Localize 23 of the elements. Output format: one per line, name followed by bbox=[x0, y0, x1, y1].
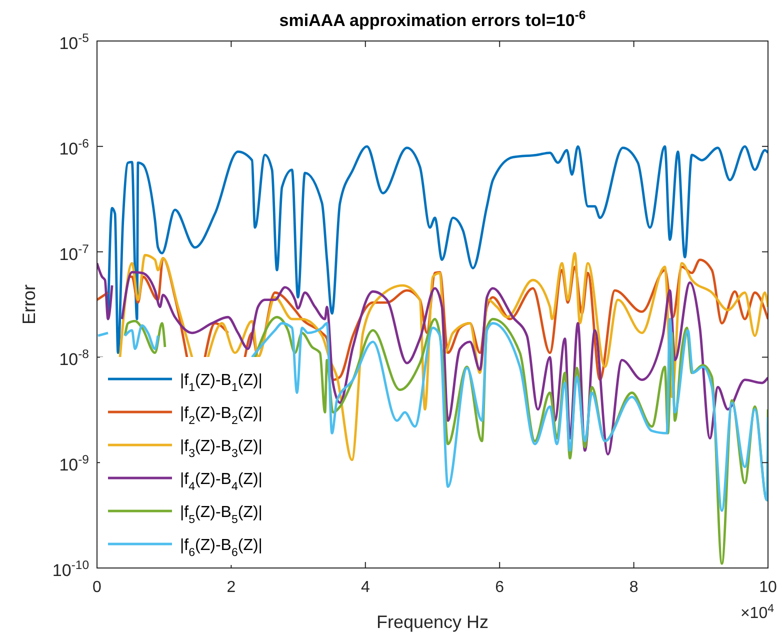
legend-label: |f$_{4}$(Z)-B$_{4}$(Z)| bbox=[180, 471, 262, 493]
x-tick-label: 4 bbox=[360, 579, 370, 596]
y-tick-label: 10$^{-10}$ bbox=[52, 558, 90, 580]
legend-label: |f$_{5}$(Z)-B$_{5}$(Z)| bbox=[180, 504, 262, 526]
y-tick-label: 10$^{-5}$ bbox=[59, 31, 90, 53]
x-tick-label: 10 bbox=[759, 579, 777, 596]
text: ×10$^{4}$ bbox=[740, 603, 775, 622]
x-tick-label: 6 bbox=[495, 579, 504, 596]
y-axis-title: Error bbox=[19, 284, 39, 324]
x-axis-title: Frequency Hz bbox=[376, 612, 489, 632]
x-tick-label: 8 bbox=[629, 579, 638, 596]
chart-title: smiAAA approximation errors tol=10$^{-6}$ bbox=[279, 8, 586, 30]
legend-label: |f$_{2}$(Z)-B$_{2}$(Z)| bbox=[180, 405, 262, 427]
legend-label: |f$_{1}$(Z)-B$_{1}$(Z)| bbox=[180, 372, 262, 394]
y-tick-label: 10$^{-9}$ bbox=[59, 452, 90, 475]
legend-label: |f$_{6}$(Z)-B$_{6}$(Z)| bbox=[180, 537, 262, 559]
line-series bbox=[106, 145, 768, 354]
legend-label: |f$_{3}$(Z)-B$_{3}$(Z)| bbox=[180, 438, 262, 460]
y-tick-label: 10$^{-6}$ bbox=[59, 136, 90, 158]
y-tick-label: 10$^{-8}$ bbox=[59, 347, 90, 370]
x-tick-label: 0 bbox=[92, 579, 102, 596]
y-tick-label: 10$^{-7}$ bbox=[59, 242, 90, 264]
x-tick-label: 2 bbox=[226, 579, 236, 596]
